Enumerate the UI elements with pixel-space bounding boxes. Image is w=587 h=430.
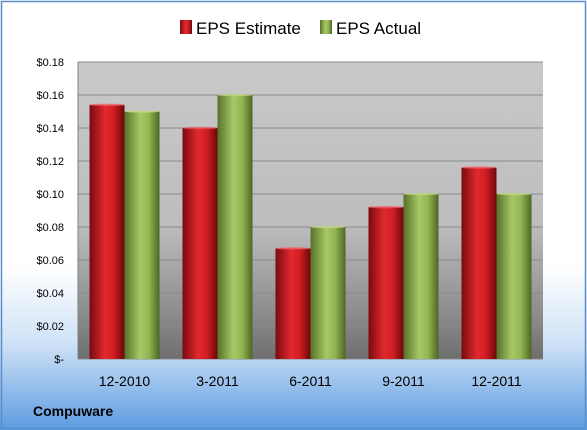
legend-swatch-actual <box>320 20 332 34</box>
bars <box>89 93 532 360</box>
bar-actual-9-2011 <box>403 194 439 359</box>
y-tick-label: $0.18 <box>36 57 64 69</box>
y-tick-label: $0.04 <box>36 288 64 300</box>
bar-estimate-6-2011 <box>275 248 311 359</box>
x-tick-label: 12-2011 <box>471 373 522 389</box>
x-axis-ticks: 12-2010 3-2011 6-2011 9-2011 12-2011 <box>99 373 522 389</box>
y-tick-label: $0.16 <box>36 90 64 102</box>
bar-actual-6-2011 <box>310 227 346 359</box>
y-tick-label: $0.08 <box>36 222 64 234</box>
bar-top-highlight <box>310 225 346 229</box>
bar-top-highlight <box>217 93 253 97</box>
bar-top-highlight <box>403 192 439 196</box>
x-tick-label: 12-2010 <box>99 373 151 389</box>
bar-estimate-12-2011 <box>461 167 497 359</box>
x-tick-label: 9-2011 <box>382 373 425 389</box>
y-tick-label: $0.12 <box>36 156 64 168</box>
bar-estimate-12-2010 <box>89 104 125 360</box>
legend-label-estimate: EPS Estimate <box>196 19 301 38</box>
y-tick-label: $- <box>54 354 64 366</box>
bar-top-highlight <box>89 103 125 107</box>
legend: EPS Estimate EPS Actual <box>180 19 421 38</box>
y-tick-label: $0.06 <box>36 255 64 267</box>
y-tick-label: $0.10 <box>36 189 64 201</box>
x-tick-label: 6-2011 <box>289 373 332 389</box>
y-axis-ticks: $- $0.02 $0.04 $0.06 $0.08 $0.10 $0.12 $0.14 $0.… <box>36 57 64 366</box>
bar-top-highlight <box>182 126 218 130</box>
bar-top-highlight <box>275 247 311 250</box>
bar-actual-3-2011 <box>217 95 253 359</box>
y-tick-label: $0.14 <box>36 123 64 135</box>
legend-swatch-estimate <box>180 20 192 34</box>
bar-top-highlight <box>124 110 160 113</box>
bar-actual-12-2010 <box>124 111 160 359</box>
bar-actual-12-2011 <box>496 194 532 359</box>
bar-top-highlight <box>461 166 497 169</box>
bar-estimate-3-2011 <box>182 128 218 359</box>
x-tick-label: 3-2011 <box>196 373 239 389</box>
bar-top-highlight <box>368 206 404 209</box>
bar-estimate-9-2011 <box>368 207 404 359</box>
legend-label-actual: EPS Actual <box>336 19 421 38</box>
bar-top-highlight <box>496 192 532 196</box>
company-label: Compuware <box>33 403 113 419</box>
y-tick-label: $0.02 <box>36 321 64 333</box>
